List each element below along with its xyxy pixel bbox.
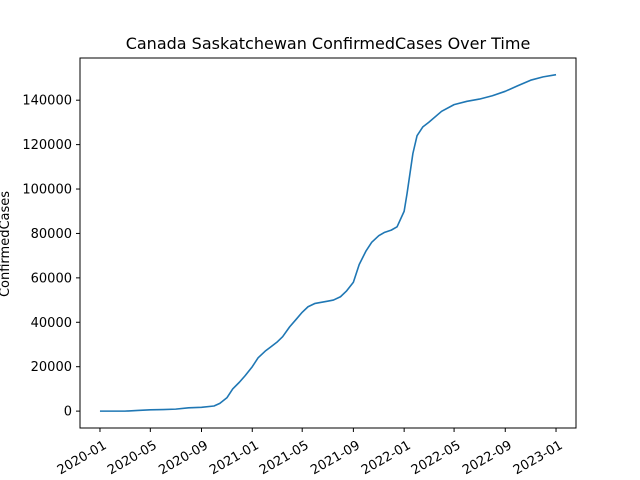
y-tick-label: 140000 bbox=[22, 94, 72, 109]
x-tick-label: 2023-01 bbox=[511, 438, 566, 478]
y-tick-label: 100000 bbox=[22, 183, 72, 198]
plot-frame bbox=[79, 57, 577, 429]
x-tick-label: 2020-05 bbox=[105, 438, 160, 478]
y-tick-label: 40000 bbox=[31, 316, 72, 331]
x-axis: 2020-012020-052020-092021-012021-052021-… bbox=[55, 428, 566, 478]
y-tick-label: 120000 bbox=[22, 138, 72, 153]
x-tick-label: 2021-01 bbox=[207, 438, 262, 478]
x-tick-label: 2021-05 bbox=[257, 438, 312, 478]
x-tick-label: 2022-09 bbox=[460, 438, 515, 478]
y-axis: 0 20000 40000 60000 80000 100000 120000 140000 bbox=[22, 94, 80, 420]
x-tick-label: 2022-01 bbox=[359, 438, 414, 478]
x-tick-label: 2021-09 bbox=[308, 438, 363, 478]
chart-title: Canada Saskatchewan ConfirmedCases Over … bbox=[126, 34, 531, 53]
y-tick-label: 20000 bbox=[31, 360, 72, 375]
y-tick-label: 60000 bbox=[31, 271, 72, 286]
y-axis-label: ConfirmedCases bbox=[0, 191, 13, 297]
series-layer bbox=[99, 73, 557, 412]
x-tick-label: 2020-09 bbox=[156, 438, 211, 478]
y-tick-label: 80000 bbox=[31, 227, 72, 242]
x-tick-label: 2022-05 bbox=[409, 438, 464, 478]
y-tick-label: 0 bbox=[64, 405, 72, 420]
series-line bbox=[99, 73, 557, 412]
x-tick-label: 2020-01 bbox=[55, 438, 110, 478]
